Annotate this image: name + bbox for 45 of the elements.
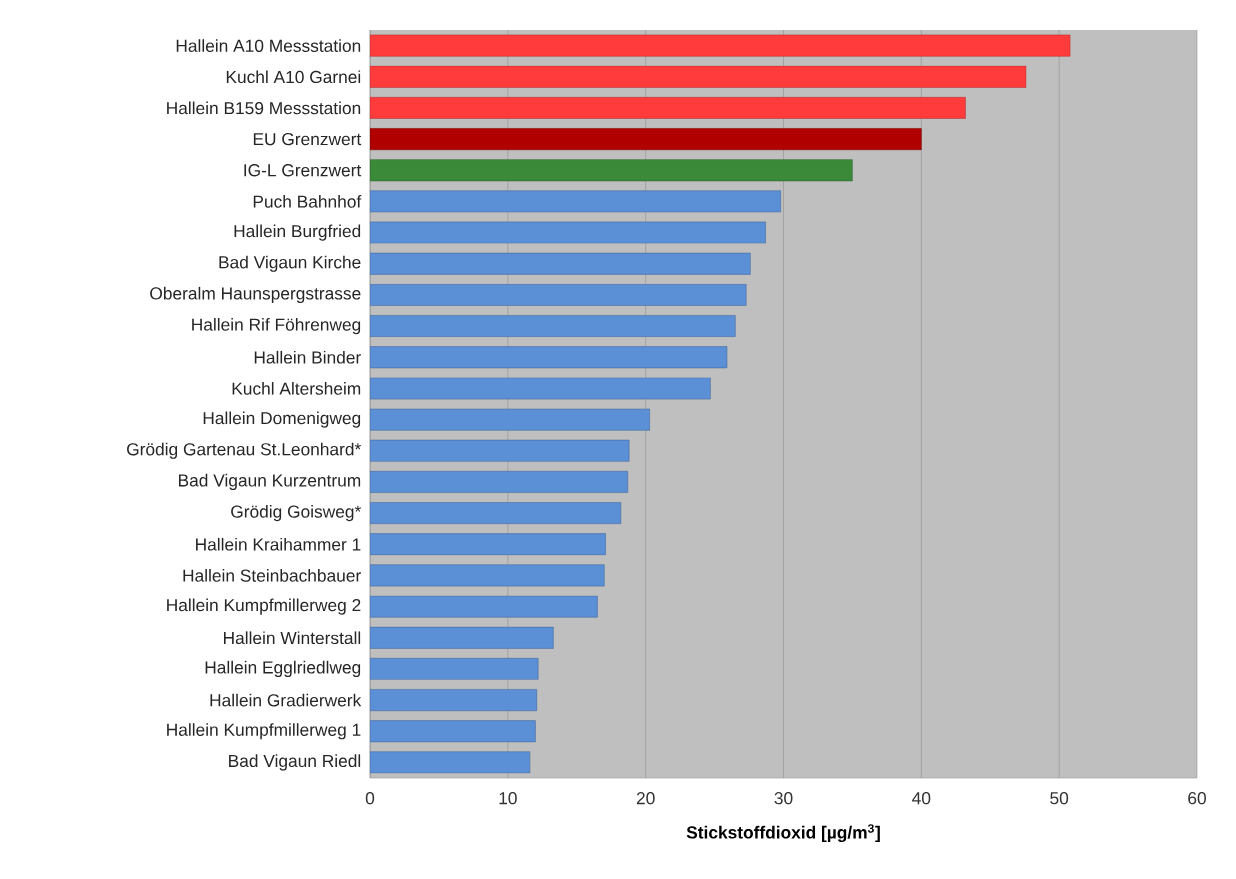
y-tick-label: Grödig Gartenau St.Leonhard*: [127, 442, 361, 459]
y-tick-label: Hallein Kumpfmillerweg 1: [167, 723, 361, 740]
bar: [370, 221, 766, 244]
bar: [370, 96, 966, 119]
y-tick-label: Kuchl A10 Garnei: [226, 70, 361, 84]
bar: [370, 626, 554, 649]
x-tick-label: 10: [499, 792, 517, 805]
bar: [370, 315, 736, 338]
y-tick-label: Bad Vigaun Kirche: [219, 255, 361, 272]
y-tick-label: EU Grenzwert: [253, 132, 362, 146]
y-tick-label: Hallein Winterstall: [224, 631, 361, 645]
bar: [370, 283, 747, 306]
y-tick-label: Hallein Steinbachbauer: [183, 569, 361, 582]
y-tick-label: Hallein Burgfried: [234, 224, 361, 241]
bar: [370, 595, 598, 618]
y-tick-label: Hallein B159 Messstation: [167, 101, 361, 115]
x-axis-title: Stickstoffdioxid [µg/m$^{3}$]: [686, 824, 880, 843]
y-tick-label: Hallein Domenigweg: [203, 411, 361, 428]
bar: [370, 720, 536, 743]
y-tick-label: Oberalm Haunspergstrasse: [150, 286, 361, 303]
bar: [370, 657, 539, 680]
y-tick-label: Hallein Binder: [254, 350, 361, 364]
y-tick-label: Hallein Egglriedlweg: [205, 660, 361, 677]
x-tick-label: 0: [365, 792, 375, 805]
y-tick-label: Hallein Kraihammer 1: [196, 537, 361, 551]
y-tick-label: Hallein Gradierwerk: [210, 693, 362, 707]
y-tick-label: Kuchl Altersheim: [232, 382, 361, 395]
x-tick-label: 60: [1188, 792, 1206, 805]
x-tick-label: 50: [1050, 792, 1069, 805]
y-tick-label: Bad Vigaun Kurzentrum: [178, 473, 361, 490]
bar: [370, 439, 630, 462]
x-tick-label: 30: [774, 792, 793, 805]
bar: [370, 533, 606, 556]
y-tick-label: Hallein Kumpfmillerweg 2: [167, 598, 361, 615]
bar: [370, 65, 1027, 88]
bar: [370, 190, 782, 213]
y-tick-label: Puch Bahnhof: [253, 195, 362, 208]
y-tick-label: Bad Vigaun Riedl: [229, 754, 361, 771]
y-tick-label: Hallein A10 Messstation: [176, 39, 361, 52]
x-tick-label: 40: [912, 792, 931, 805]
y-tick-label: Hallein Rif Föhrenweg: [192, 318, 361, 335]
y-tick-label: Grödig Goisweg*: [231, 505, 361, 522]
x-tick-label: 20: [636, 792, 655, 805]
bar: [370, 408, 651, 431]
y-tick-label: IG-L Grenzwert: [244, 164, 362, 177]
